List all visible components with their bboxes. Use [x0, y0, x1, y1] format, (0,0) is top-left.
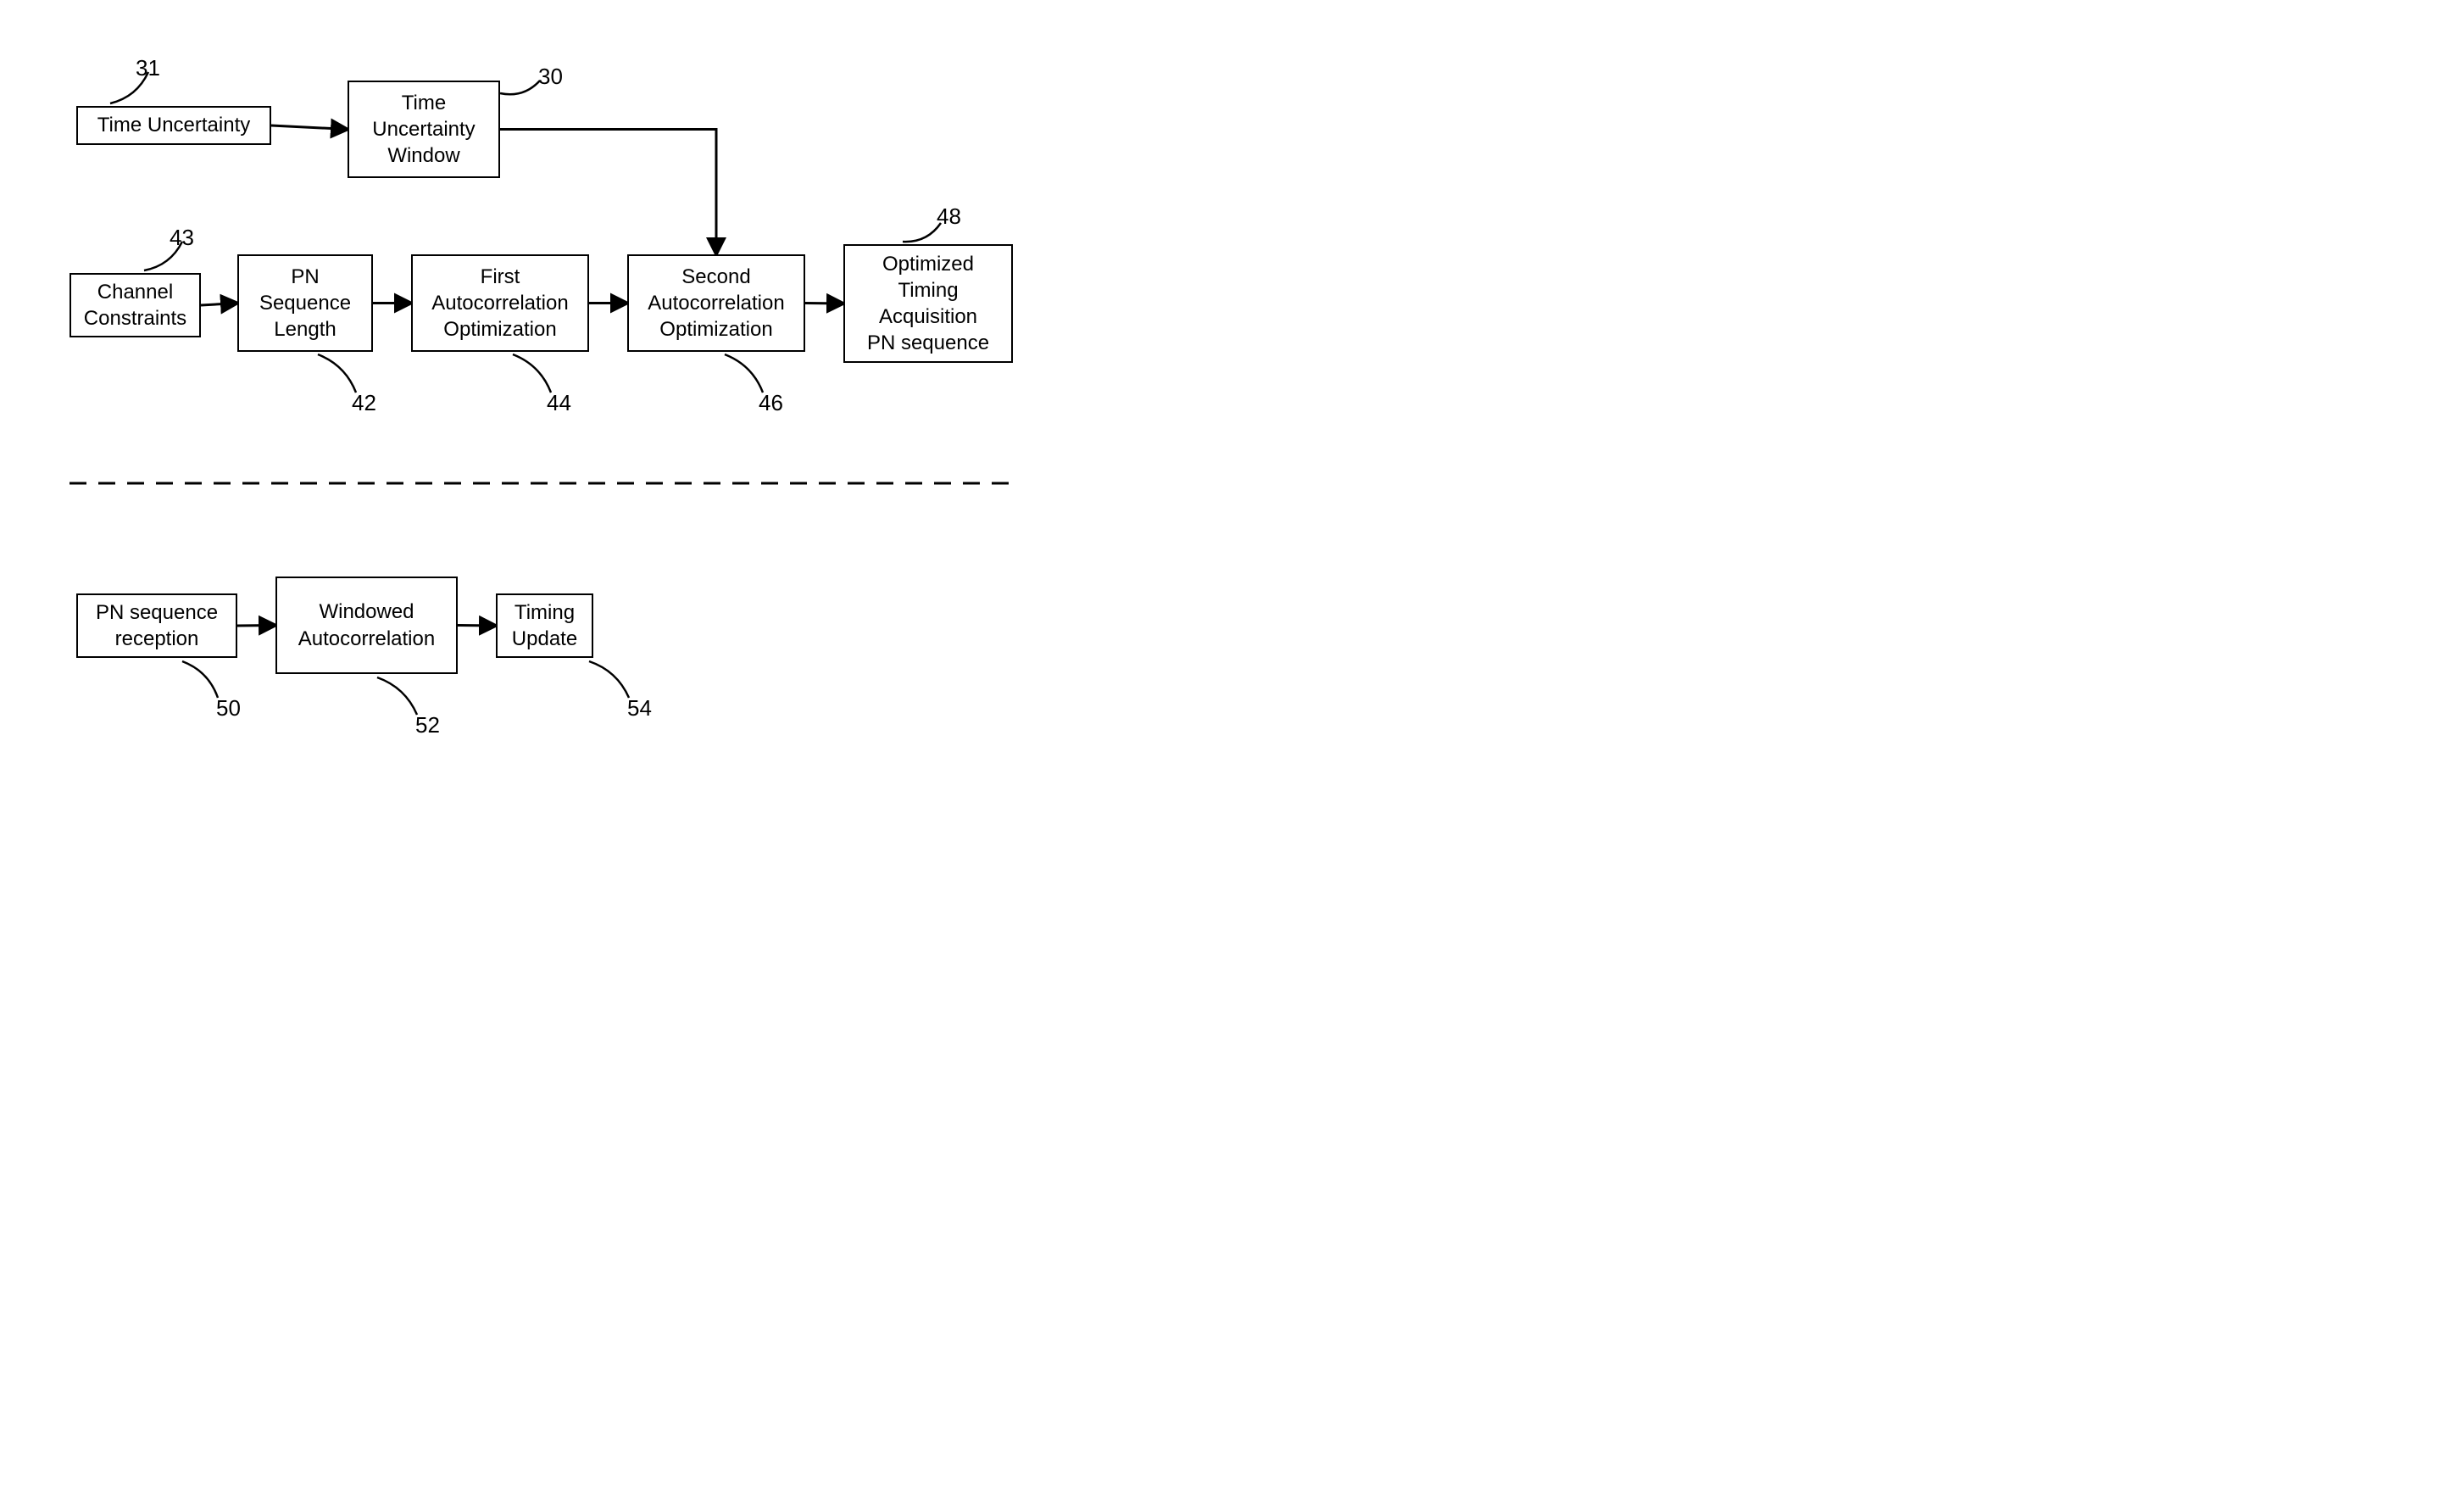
node-n46: Second Autocorrelation Optimization: [627, 254, 805, 352]
connector-layer: [34, 34, 1305, 780]
node-label: Timing Update: [512, 599, 577, 652]
refnum-43: 43: [170, 225, 194, 251]
node-n54: Timing Update: [496, 593, 593, 658]
node-n42: PN Sequence Length: [237, 254, 373, 352]
refnum-31: 31: [136, 55, 160, 81]
refnum-48: 48: [937, 203, 961, 230]
diagram-canvas: Time Uncertainty 31 Time Uncertainty Windo…: [34, 34, 1305, 780]
refnum-44: 44: [547, 390, 571, 416]
refnum-52: 52: [415, 712, 440, 738]
node-label: PN Sequence Length: [259, 264, 351, 343]
node-n30: Time Uncertainty Window: [348, 81, 500, 178]
node-label: Time Uncertainty Window: [372, 90, 475, 170]
node-n48: Optimized Timing Acquisition PN sequence: [843, 244, 1013, 363]
node-n52: Windowed Autocorrelation: [275, 577, 458, 674]
node-label: First Autocorrelation Optimization: [431, 264, 568, 343]
node-label: Channel Constraints: [84, 279, 186, 331]
node-n50: PN sequence reception: [76, 593, 237, 658]
refnum-42: 42: [352, 390, 376, 416]
node-label: Optimized Timing Acquisition PN sequence: [867, 251, 989, 357]
refnum-46: 46: [759, 390, 783, 416]
node-label: Second Autocorrelation Optimization: [648, 264, 784, 343]
node-label: PN sequence reception: [96, 599, 218, 652]
refnum-30: 30: [538, 64, 563, 90]
node-label: Time Uncertainty: [97, 112, 251, 138]
refnum-54: 54: [627, 695, 652, 721]
node-label: Windowed Autocorrelation: [298, 599, 435, 651]
node-n44: First Autocorrelation Optimization: [411, 254, 589, 352]
refnum-50: 50: [216, 695, 241, 721]
node-n43: Channel Constraints: [70, 273, 201, 337]
node-n31: Time Uncertainty: [76, 106, 271, 145]
